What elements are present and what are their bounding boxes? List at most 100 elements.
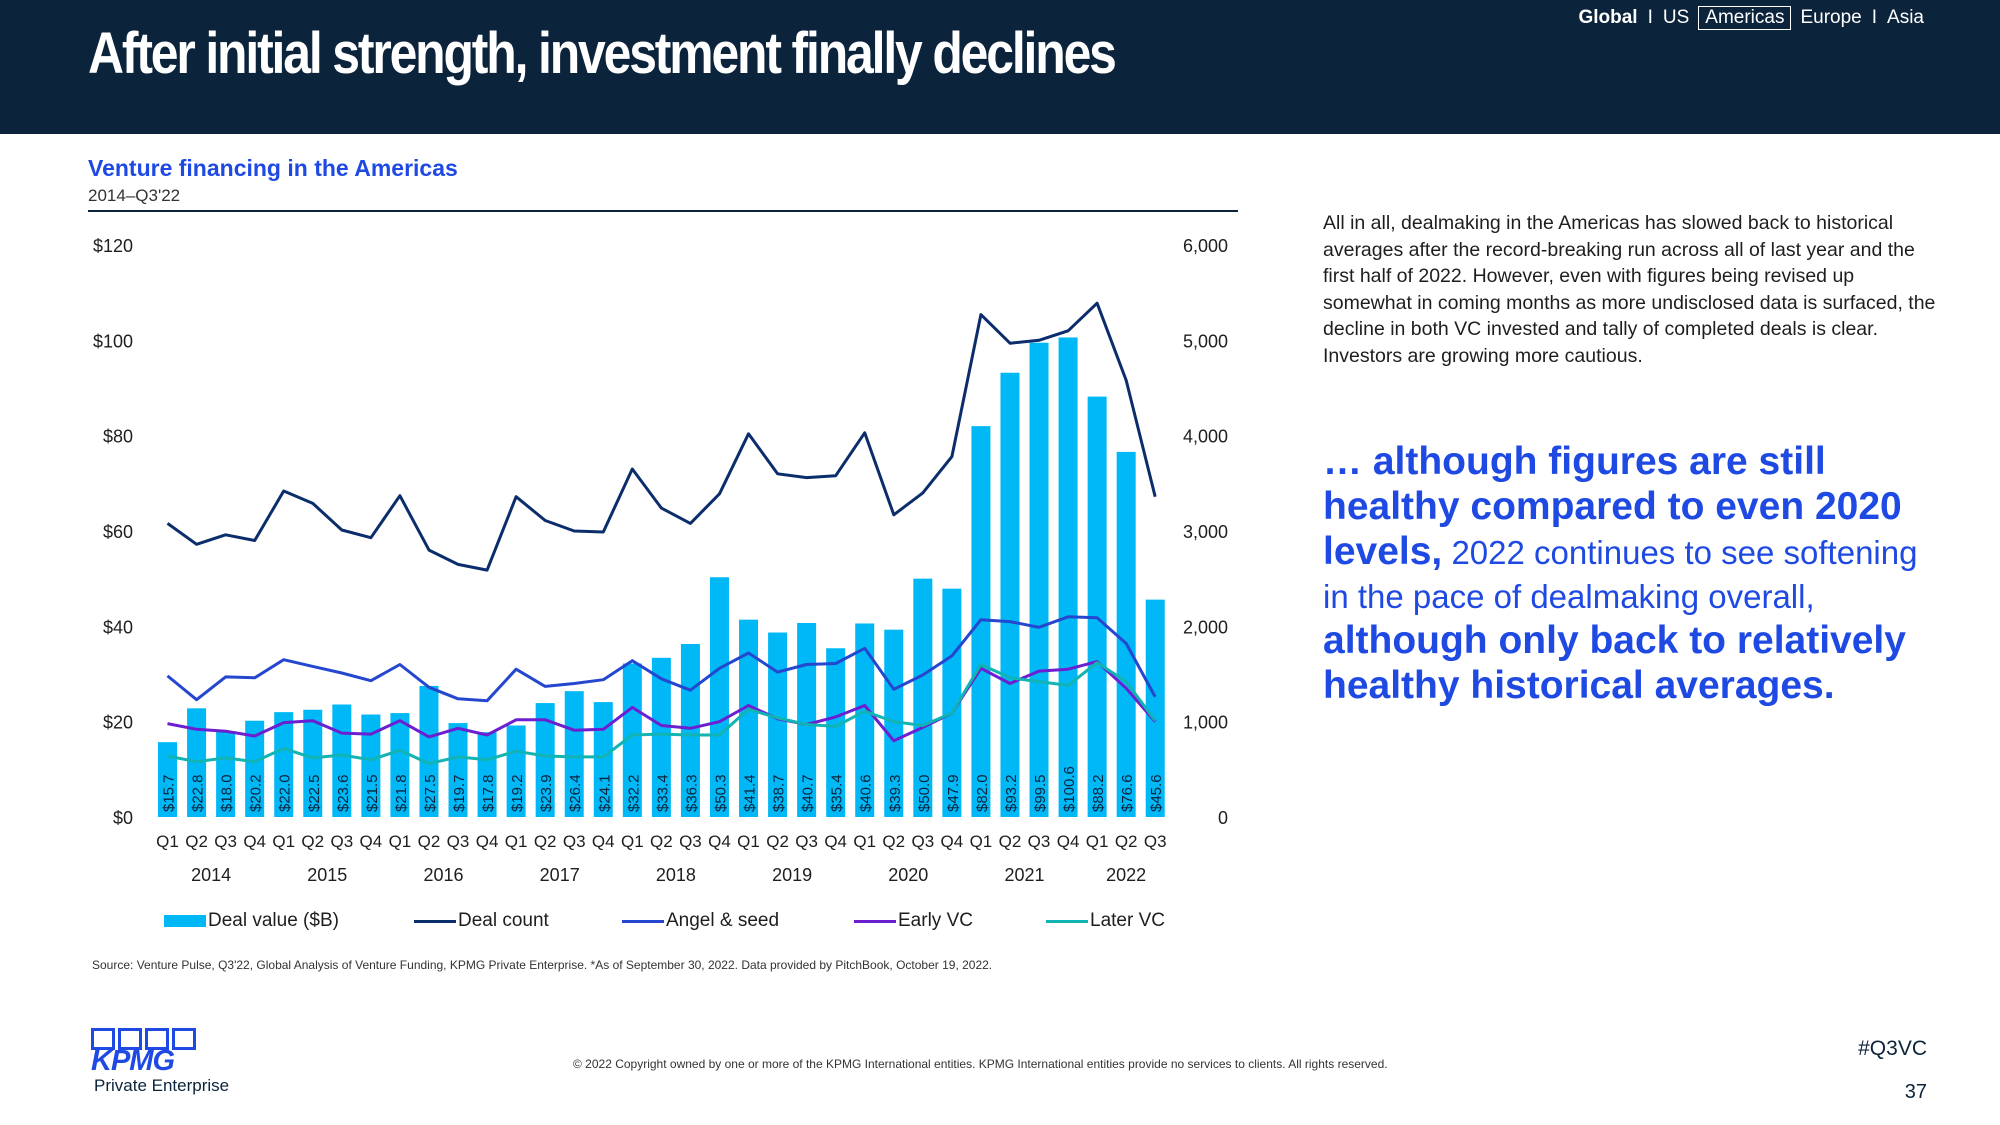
x-axis-quarter-label: Q1: [737, 832, 760, 851]
deal-value-bar: [913, 578, 933, 817]
region-link-us[interactable]: US: [1662, 7, 1690, 28]
bar-data-label: $50.3: [712, 774, 729, 812]
x-axis-quarter-label: Q3: [1028, 832, 1051, 851]
right-axis-tick-label: 4,000: [1183, 427, 1228, 447]
x-axis-year-label: 2018: [656, 865, 696, 885]
bar-data-label: $27.5: [422, 774, 439, 812]
legend-item-early-vc: Early VC: [854, 910, 973, 932]
x-axis-quarter-label: Q4: [243, 832, 266, 851]
x-axis-quarter-label: Q3: [679, 832, 702, 851]
legend-swatch-angel-seed: [622, 919, 664, 923]
deal-value-bar: [651, 657, 671, 817]
x-axis-quarter-label: Q1: [970, 832, 993, 851]
region-link-americas[interactable]: Americas: [1698, 6, 1792, 30]
x-axis-quarter-label: Q2: [650, 832, 673, 851]
page-number: 37: [1904, 1081, 1927, 1103]
deal-value-bar: [419, 685, 439, 817]
bar-data-label: $26.4: [567, 774, 584, 812]
x-axis-quarter-label: Q4: [1057, 832, 1080, 851]
deal-value-bar: [448, 723, 468, 817]
bar-data-label: $22.0: [277, 774, 294, 812]
x-axis-year-label: 2016: [423, 865, 463, 885]
bar-data-label: $35.4: [829, 774, 846, 812]
legend-label: Early VC: [898, 910, 973, 931]
x-axis-quarter-label: Q2: [301, 832, 324, 851]
region-link-global[interactable]: Global: [1578, 7, 1638, 28]
right-axis-tick-label: 6,000: [1183, 236, 1228, 256]
legend-label: Later VC: [1090, 910, 1165, 931]
x-axis-quarter-label: Q3: [447, 832, 470, 851]
x-axis-quarter-label: Q3: [1144, 832, 1167, 851]
region-nav: Global I US Americas Europe I Asia: [1575, 6, 1927, 30]
callout-plain: 2022 continues to see softening in the p…: [1323, 534, 1918, 615]
x-axis-quarter-label: Q1: [272, 832, 295, 851]
deal-value-bar: [1058, 337, 1078, 817]
bar-data-label: $22.8: [190, 774, 207, 812]
x-axis-year-label: 2017: [540, 865, 580, 885]
kpmg-logo: KPMG Private Enterprise: [91, 1028, 229, 1098]
left-axis-tick-label: $40: [103, 617, 133, 637]
x-axis-quarter-label: Q2: [534, 832, 557, 851]
region-separator: I: [1647, 7, 1653, 28]
deal-value-bar: [390, 713, 410, 817]
deal-value-bar: [477, 732, 497, 817]
bar-data-label: $17.8: [480, 774, 497, 812]
bar-data-label: $15.7: [161, 774, 178, 812]
bar-data-label: $93.2: [1003, 774, 1020, 812]
legend-item-angel-seed: Angel & seed: [622, 910, 779, 932]
x-axis-quarter-label: Q1: [621, 832, 644, 851]
region-link-asia[interactable]: Asia: [1887, 7, 1924, 28]
bar-data-label: $38.7: [771, 774, 788, 812]
deal-value-bar: [564, 691, 584, 817]
bar-data-label: $82.0: [974, 774, 991, 812]
bar-data-label: $50.0: [916, 774, 933, 812]
deal-value-bar: [942, 588, 962, 817]
deal-value-bar: [506, 725, 526, 817]
x-axis-quarter-label: Q4: [708, 832, 731, 851]
venture-financing-chart: $0 $20 $40 $60 $80 $100 $120 0 1,000 2,000 3,000 4,…: [93, 236, 1228, 885]
x-axis-quarter-label: Q1: [156, 832, 179, 851]
x-axis-year-label: 2015: [307, 865, 347, 885]
bar-data-label: $19.2: [509, 774, 526, 812]
bar-data-label: $21.5: [364, 774, 381, 812]
region-link-europe[interactable]: Europe: [1800, 7, 1862, 28]
bar-data-label: $40.6: [858, 774, 875, 812]
x-axis-quarter-label: Q3: [330, 832, 353, 851]
logo-boxes: [91, 1028, 221, 1050]
left-axis-tick-label: $100: [93, 331, 133, 351]
title-divider: [88, 210, 1238, 212]
bar-data-label: $39.3: [887, 774, 904, 812]
deal-value-bar: [216, 731, 236, 817]
deal-value-bar: [739, 619, 759, 817]
deal-value-bar: [826, 648, 846, 817]
left-axis-tick-label: $120: [93, 236, 133, 256]
legend-swatch-deal-count: [414, 919, 456, 923]
deal-value-bar: [1145, 599, 1165, 817]
legend-label: Deal count: [458, 910, 549, 931]
x-axis-quarter-label: Q1: [505, 832, 528, 851]
x-axis-quarter-label: Q3: [563, 832, 586, 851]
x-axis-quarter-label: Q4: [476, 832, 499, 851]
legend-item-deal-value: Deal value ($B): [164, 910, 339, 932]
x-axis-quarter-label: Q2: [882, 832, 905, 851]
chart-subtitle: 2014–Q3'22: [88, 186, 181, 205]
header-bar: After initial strength, investment final…: [0, 0, 2000, 134]
bar-data-label: $88.2: [1090, 774, 1107, 812]
chart-legend: Deal value ($B) Deal count Angel & seed …: [160, 910, 1180, 936]
callout-text: … although figures are still healthy com…: [1323, 440, 1943, 709]
deal-value-bar: [535, 703, 555, 817]
left-axis-tick-label: $20: [103, 713, 133, 733]
right-axis-tick-label: 2,000: [1183, 617, 1228, 637]
bar-data-label: $76.6: [1119, 774, 1136, 812]
right-axis-tick-label: 5,000: [1183, 331, 1228, 351]
x-axis-quarter-label: Q1: [853, 832, 876, 851]
logo-wordmark: KPMG: [91, 1045, 175, 1077]
deal-value-bar: [303, 709, 323, 817]
bar-data-label: $36.3: [683, 774, 700, 812]
bar-data-label: $99.5: [1032, 774, 1049, 812]
x-axis-year-label: 2021: [1004, 865, 1044, 885]
chart-title: Venture financing in the Americas: [88, 155, 458, 181]
callout-emphasis: although only back to relatively healthy…: [1323, 619, 1906, 707]
bar-data-label: $23.9: [538, 774, 555, 812]
deal-value-bar: [768, 632, 788, 817]
